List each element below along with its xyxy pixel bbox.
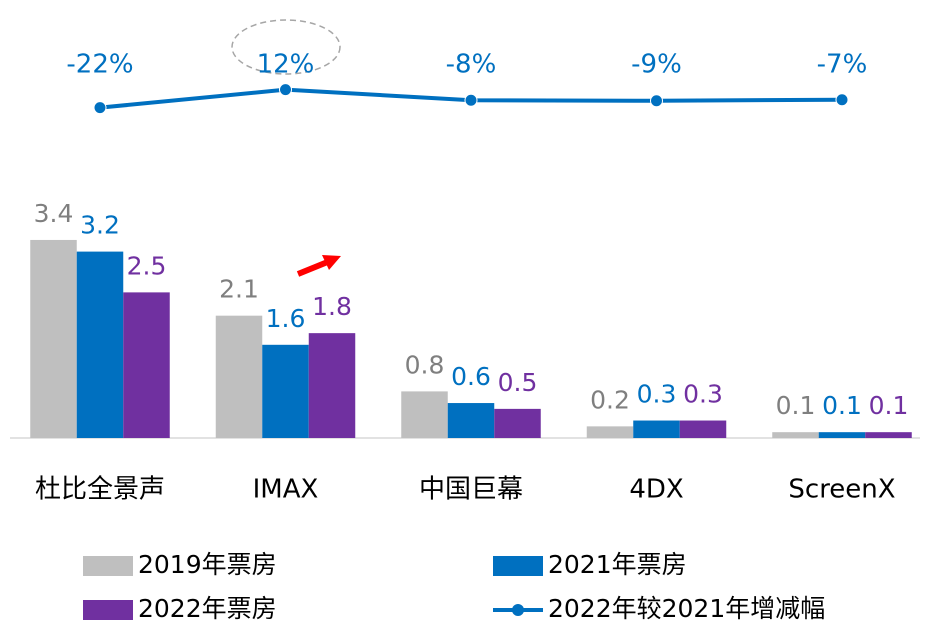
bar-value-label: 3.2: [80, 211, 120, 240]
bar-value-label: 2.1: [219, 275, 259, 304]
x-tick-label: IMAX: [253, 475, 319, 505]
bar: [494, 408, 541, 438]
red-arrow: [296, 255, 341, 277]
line-value-label: -22%: [66, 50, 133, 80]
bar-value-label: 0.3: [637, 380, 677, 409]
legend-label: 2022年较2021年增减幅: [548, 594, 825, 623]
bar-value-label: 1.6: [266, 304, 306, 333]
bar: [679, 420, 727, 438]
bar: [262, 344, 309, 438]
line-point: [650, 94, 663, 108]
bar-value-label: 0.2: [590, 385, 630, 414]
legend-swatch: [493, 556, 543, 576]
x-tick-label: 中国巨幕: [419, 475, 523, 505]
bar-value-label: 0.5: [498, 368, 538, 397]
bar: [865, 432, 912, 438]
bar: [76, 251, 124, 438]
bar: [215, 315, 263, 438]
bar-value-label: 3.4: [34, 199, 74, 228]
legend-label: 2021年票房: [548, 550, 687, 579]
line-value-label: -7%: [817, 50, 868, 80]
bar: [818, 432, 866, 438]
bar-value-label: 0.1: [822, 391, 862, 420]
bar: [633, 420, 680, 438]
bar: [308, 333, 356, 438]
bar: [772, 432, 819, 438]
x-tick-label: 杜比全景声: [35, 475, 165, 505]
line-value-label: -8%: [446, 50, 497, 80]
x-tick-label: ScreenX: [788, 475, 895, 505]
line-point: [93, 101, 107, 115]
bar-value-label: 0.6: [451, 362, 491, 391]
bar: [586, 426, 634, 438]
bar: [447, 403, 495, 438]
line-point: [279, 83, 292, 97]
bar-value-label: 0.8: [405, 350, 445, 379]
bar: [30, 239, 77, 438]
legend-swatch: [83, 556, 133, 576]
highlight-ellipse: [231, 19, 341, 75]
bar: [123, 292, 170, 438]
legend-label: 2022年票房: [138, 594, 277, 623]
x-tick-label: 4DX: [629, 475, 683, 505]
line-value-label: 12%: [257, 50, 315, 80]
bar: [401, 391, 448, 438]
bar-value-label: 0.1: [776, 391, 816, 420]
legend-swatch: [83, 600, 133, 620]
legend-marker: [512, 604, 524, 616]
line-value-label: -9%: [631, 50, 682, 80]
bar-value-label: 0.3: [683, 380, 723, 409]
line-point: [464, 93, 478, 107]
bar-value-label: 1.8: [312, 292, 352, 321]
bar-value-label: 0.1: [869, 391, 909, 420]
line-point: [835, 93, 849, 107]
bar-value-label: 2.5: [127, 251, 167, 280]
legend-label: 2019年票房: [138, 550, 277, 579]
